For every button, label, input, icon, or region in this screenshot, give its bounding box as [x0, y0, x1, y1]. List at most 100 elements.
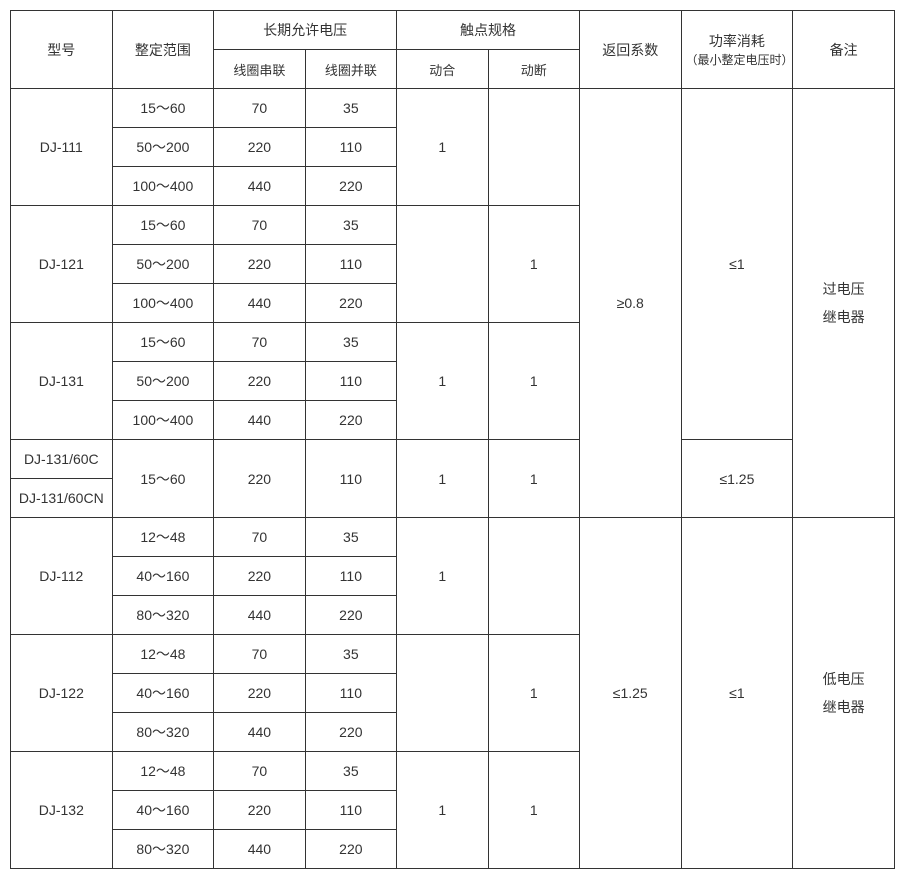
- cell-model: DJ-112: [11, 518, 113, 635]
- cell-parallel: 220: [305, 401, 396, 440]
- cell-range: 100～400: [112, 284, 214, 323]
- cell-parallel: 220: [305, 596, 396, 635]
- cell-series: 220: [214, 128, 305, 167]
- cell-model: DJ-131/60CN: [11, 479, 113, 518]
- hdr-coil-parallel: 线圈并联: [305, 50, 396, 89]
- cell-model: DJ-121: [11, 206, 113, 323]
- hdr-long-voltage: 长期允许电压: [214, 11, 397, 50]
- cell-parallel: 110: [305, 674, 396, 713]
- cell-series: 70: [214, 635, 305, 674]
- cell-range: 80～320: [112, 596, 214, 635]
- cell-open: [488, 518, 579, 635]
- cell-open: 1: [488, 323, 579, 440]
- cell-parallel: 110: [305, 362, 396, 401]
- cell-parallel: 110: [305, 440, 396, 518]
- cell-parallel: 110: [305, 557, 396, 596]
- cell-series: 70: [214, 206, 305, 245]
- cell-power: ≤1.25: [681, 440, 793, 518]
- table-row: DJ-112 12～48 70 35 1 ≤1.25 ≤1 低电压继电器: [11, 518, 895, 557]
- cell-range: 50～200: [112, 245, 214, 284]
- cell-remark: 过电压继电器: [793, 89, 895, 518]
- hdr-open: 动断: [488, 50, 579, 89]
- cell-series: 70: [214, 323, 305, 362]
- hdr-power-cons-label: 功率消耗: [709, 33, 765, 49]
- hdr-return-coef: 返回系数: [579, 11, 681, 89]
- cell-series: 440: [214, 167, 305, 206]
- cell-parallel: 110: [305, 245, 396, 284]
- hdr-range: 整定范围: [112, 11, 214, 89]
- cell-close: [397, 635, 488, 752]
- cell-series: 440: [214, 713, 305, 752]
- cell-range: 80～320: [112, 713, 214, 752]
- cell-close: 1: [397, 323, 488, 440]
- cell-parallel: 110: [305, 791, 396, 830]
- cell-parallel: 35: [305, 206, 396, 245]
- hdr-remark: 备注: [793, 11, 895, 89]
- cell-range: 50～200: [112, 128, 214, 167]
- cell-series: 220: [214, 674, 305, 713]
- hdr-power-cons: 功率消耗 （最小整定电压时）: [681, 11, 793, 89]
- hdr-contact-spec: 触点规格: [397, 11, 580, 50]
- cell-range: 40～160: [112, 557, 214, 596]
- cell-series: 70: [214, 89, 305, 128]
- cell-range: 12～48: [112, 518, 214, 557]
- cell-return-coef: ≤1.25: [579, 518, 681, 869]
- hdr-model: 型号: [11, 11, 113, 89]
- cell-parallel: 220: [305, 167, 396, 206]
- cell-open: [488, 89, 579, 206]
- cell-open: 1: [488, 440, 579, 518]
- cell-parallel: 35: [305, 752, 396, 791]
- cell-close: 1: [397, 752, 488, 869]
- cell-model: DJ-122: [11, 635, 113, 752]
- cell-range: 15～60: [112, 440, 214, 518]
- cell-series: 220: [214, 791, 305, 830]
- table-row: DJ-111 15～60 70 35 1 ≥0.8 ≤1 过电压继电器: [11, 89, 895, 128]
- cell-series: 220: [214, 245, 305, 284]
- hdr-power-cons-note: （最小整定电压时）: [686, 53, 794, 67]
- header-row-1: 型号 整定范围 长期允许电压 触点规格 返回系数 功率消耗 （最小整定电压时） …: [11, 11, 895, 50]
- cell-range: 15～60: [112, 323, 214, 362]
- cell-close: 1: [397, 440, 488, 518]
- cell-power: ≤1: [681, 89, 793, 440]
- cell-return-coef: ≥0.8: [579, 89, 681, 518]
- cell-parallel: 220: [305, 713, 396, 752]
- cell-range: 50～200: [112, 362, 214, 401]
- cell-close: 1: [397, 89, 488, 206]
- cell-series: 220: [214, 440, 305, 518]
- cell-range: 100～400: [112, 167, 214, 206]
- cell-open: 1: [488, 206, 579, 323]
- cell-model: DJ-131/60C: [11, 440, 113, 479]
- cell-model: DJ-131: [11, 323, 113, 440]
- cell-parallel: 35: [305, 323, 396, 362]
- cell-series: 220: [214, 362, 305, 401]
- cell-series: 70: [214, 752, 305, 791]
- cell-range: 80～320: [112, 830, 214, 869]
- cell-model: DJ-111: [11, 89, 113, 206]
- cell-open: 1: [488, 635, 579, 752]
- cell-parallel: 220: [305, 284, 396, 323]
- cell-series: 70: [214, 518, 305, 557]
- cell-series: 440: [214, 596, 305, 635]
- cell-parallel: 110: [305, 128, 396, 167]
- cell-open: 1: [488, 752, 579, 869]
- cell-range: 40～160: [112, 791, 214, 830]
- spec-table: 型号 整定范围 长期允许电压 触点规格 返回系数 功率消耗 （最小整定电压时） …: [10, 10, 895, 869]
- cell-remark: 低电压继电器: [793, 518, 895, 869]
- table-row: DJ-131/60C 15～60 220 110 1 1 ≤1.25: [11, 440, 895, 479]
- cell-range: 12～48: [112, 752, 214, 791]
- hdr-coil-series: 线圈串联: [214, 50, 305, 89]
- cell-series: 440: [214, 284, 305, 323]
- cell-close: 1: [397, 518, 488, 635]
- cell-power: ≤1: [681, 518, 793, 869]
- cell-close: [397, 206, 488, 323]
- cell-range: 15～60: [112, 89, 214, 128]
- cell-range: 15～60: [112, 206, 214, 245]
- cell-parallel: 35: [305, 89, 396, 128]
- cell-parallel: 35: [305, 635, 396, 674]
- cell-parallel: 220: [305, 830, 396, 869]
- cell-range: 100～400: [112, 401, 214, 440]
- cell-range: 12～48: [112, 635, 214, 674]
- cell-model: DJ-132: [11, 752, 113, 869]
- hdr-close: 动合: [397, 50, 488, 89]
- cell-series: 440: [214, 830, 305, 869]
